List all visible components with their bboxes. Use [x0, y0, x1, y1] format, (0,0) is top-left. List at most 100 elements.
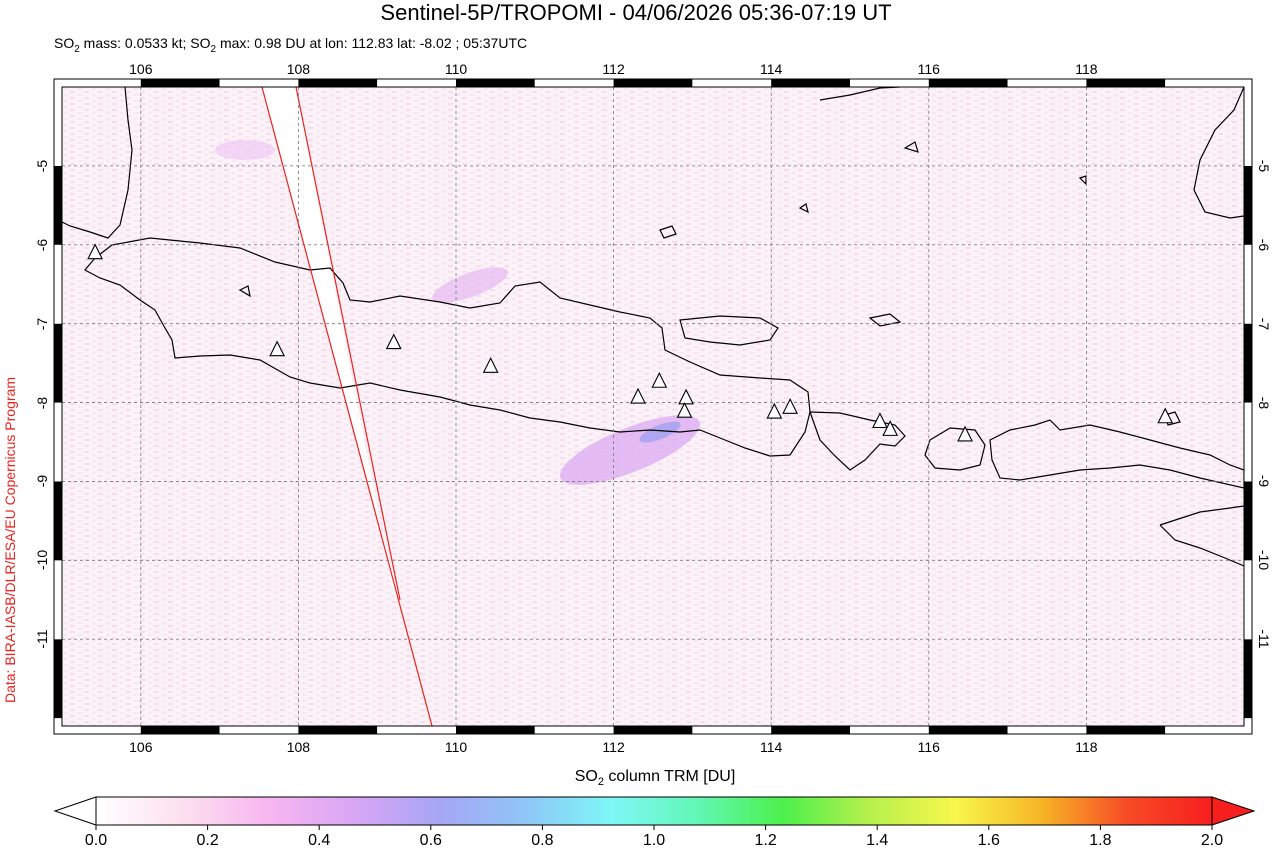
frame-bar-top: [534, 79, 614, 87]
colorbar-tick-label: 1.4: [866, 832, 889, 849]
frame-bar-right: [1244, 718, 1252, 726]
frame-bar-bottom: [850, 726, 929, 734]
frame-bar-bottom: [928, 726, 1008, 734]
tick-label: 112: [602, 61, 625, 77]
colorbar: [53, 796, 1256, 830]
volcano-triangle-icon: [957, 425, 973, 442]
frame-bar-right: [1244, 639, 1252, 719]
tick-label: 106: [129, 739, 153, 755]
subtitle-sub-a: 2: [74, 43, 80, 55]
volcano-triangle-icon: [482, 357, 499, 373]
frame-bar-bottom: [1086, 726, 1166, 734]
frame-bar-right: [1244, 244, 1252, 324]
colorbar-tick-label: 1.2: [754, 832, 777, 849]
volcano-triangle-icon: [651, 372, 668, 388]
frame-bar-top: [613, 79, 693, 87]
frame-bar-bottom: [1165, 726, 1244, 734]
plot-background: [62, 87, 1244, 726]
colorbar-over-arrow: [1211, 796, 1256, 826]
frame-bar-bottom: [692, 726, 772, 734]
frame-bar-left: [54, 718, 62, 726]
frame-bar-bottom: [219, 726, 299, 734]
frame-bar-top: [219, 79, 299, 87]
volcano-triangle-icon: [269, 340, 286, 357]
frame-bar-left: [54, 87, 62, 166]
so2-patch: [215, 140, 275, 160]
colorbar-tick-label: 0.2: [196, 832, 219, 849]
frame-bar-top: [62, 79, 141, 87]
colorbar-label: SO2 column TRM [DU]: [0, 768, 1272, 788]
frame-bar-left: [54, 165, 62, 245]
frame-bar-top: [1086, 79, 1166, 87]
colorbar-tick-label: 1.6: [977, 832, 1000, 849]
frame-bar-right: [1244, 165, 1252, 245]
frame-bar-top: [456, 79, 535, 87]
tick-label: 116: [917, 61, 940, 77]
frame-bar-left: [54, 481, 62, 561]
frame-bar-right: [1244, 402, 1252, 482]
frame-bar-top: [140, 79, 220, 87]
frame-bar-top: [298, 79, 378, 87]
colorbar-tick-label: 1.8: [1089, 832, 1112, 849]
volcano-triangle-icon: [1157, 407, 1174, 424]
frame-bar-top: [928, 79, 1008, 87]
frame-bar-top: [771, 79, 850, 87]
colorbar-tick-label: 0.4: [308, 832, 331, 849]
volcano-triangle-icon: [766, 402, 783, 419]
colorbar-ticks: [95, 825, 1213, 830]
colorbar-label-sub: 2: [597, 776, 604, 789]
frame-bar-right: [1244, 481, 1252, 561]
volcano-triangle-icon: [87, 243, 103, 260]
plot-border: [53, 78, 1253, 735]
frame-bar-bottom: [140, 726, 220, 734]
frame-bar-left: [54, 402, 62, 482]
colorbar-tick-label: 0.6: [419, 832, 442, 849]
frame-bar-top: [692, 79, 772, 87]
volcano-triangle-icon: [630, 387, 646, 404]
frame-bar-top: [1165, 79, 1244, 87]
swath-edge: [261, 87, 433, 726]
colorbar-under-arrow: [53, 796, 97, 826]
volcano-triangle-icon: [676, 402, 693, 418]
subtitle-sub-b: 2: [210, 43, 217, 55]
frame-bar-left: [54, 560, 62, 640]
subtitle-part-c: max: 0.98 DU at lon: 112.83 lat: -8.02 ;…: [216, 35, 528, 51]
frame-bar-bottom: [62, 726, 141, 734]
coastlines: [62, 87, 1244, 567]
tick-label: 110: [444, 61, 468, 77]
tick-label: 116: [917, 739, 940, 755]
tick-label: 114: [760, 739, 783, 755]
so2-patch: [432, 267, 508, 303]
frame-bar-left: [54, 639, 62, 719]
colorbar-tick-label: 2.0: [1200, 832, 1224, 849]
frame-bar-bottom: [456, 726, 535, 734]
subtitle-part-b: mass: 0.0533 kt; SO: [79, 35, 211, 51]
frame-bar-bottom: [298, 726, 378, 734]
frame-bar-left: [54, 244, 62, 324]
so2-summary: SO2 mass: 0.0533 kt; SO2 max: 0.98 DU at…: [54, 34, 527, 59]
graticule: [62, 87, 1244, 726]
colorbar-label-main: SO: [574, 768, 598, 785]
frame-bar-top: [1007, 79, 1087, 87]
colorbar-tick-label: 0.8: [531, 832, 554, 849]
map-frame: [54, 79, 1252, 734]
swath-edge: [295, 87, 401, 601]
map-title: Sentinel-5P/TROPOMI - 04/06/2026 05:36-0…: [380, 0, 892, 25]
plot-inner-border: [61, 86, 1245, 727]
frame-bar-bottom: [613, 726, 693, 734]
volcano-triangle-icon: [678, 388, 694, 405]
frame-bar-right: [1244, 323, 1252, 403]
tick-label: 112: [602, 739, 625, 755]
frame-bar-bottom: [377, 726, 456, 734]
volcano-triangle-icon: [882, 420, 899, 436]
frame-bar-top: [850, 79, 929, 87]
tick-label: 106: [129, 61, 153, 77]
frame-bar-bottom: [1007, 726, 1087, 734]
frame-bar-right: [1244, 560, 1252, 640]
colorbar-scale: [95, 796, 1213, 826]
colorbar-label-rest: column TRM [DU]: [603, 768, 736, 785]
colorbar-tick-label: 1.0: [642, 832, 666, 849]
frame-bar-bottom: [534, 726, 614, 734]
frame-bar-left: [54, 323, 62, 403]
